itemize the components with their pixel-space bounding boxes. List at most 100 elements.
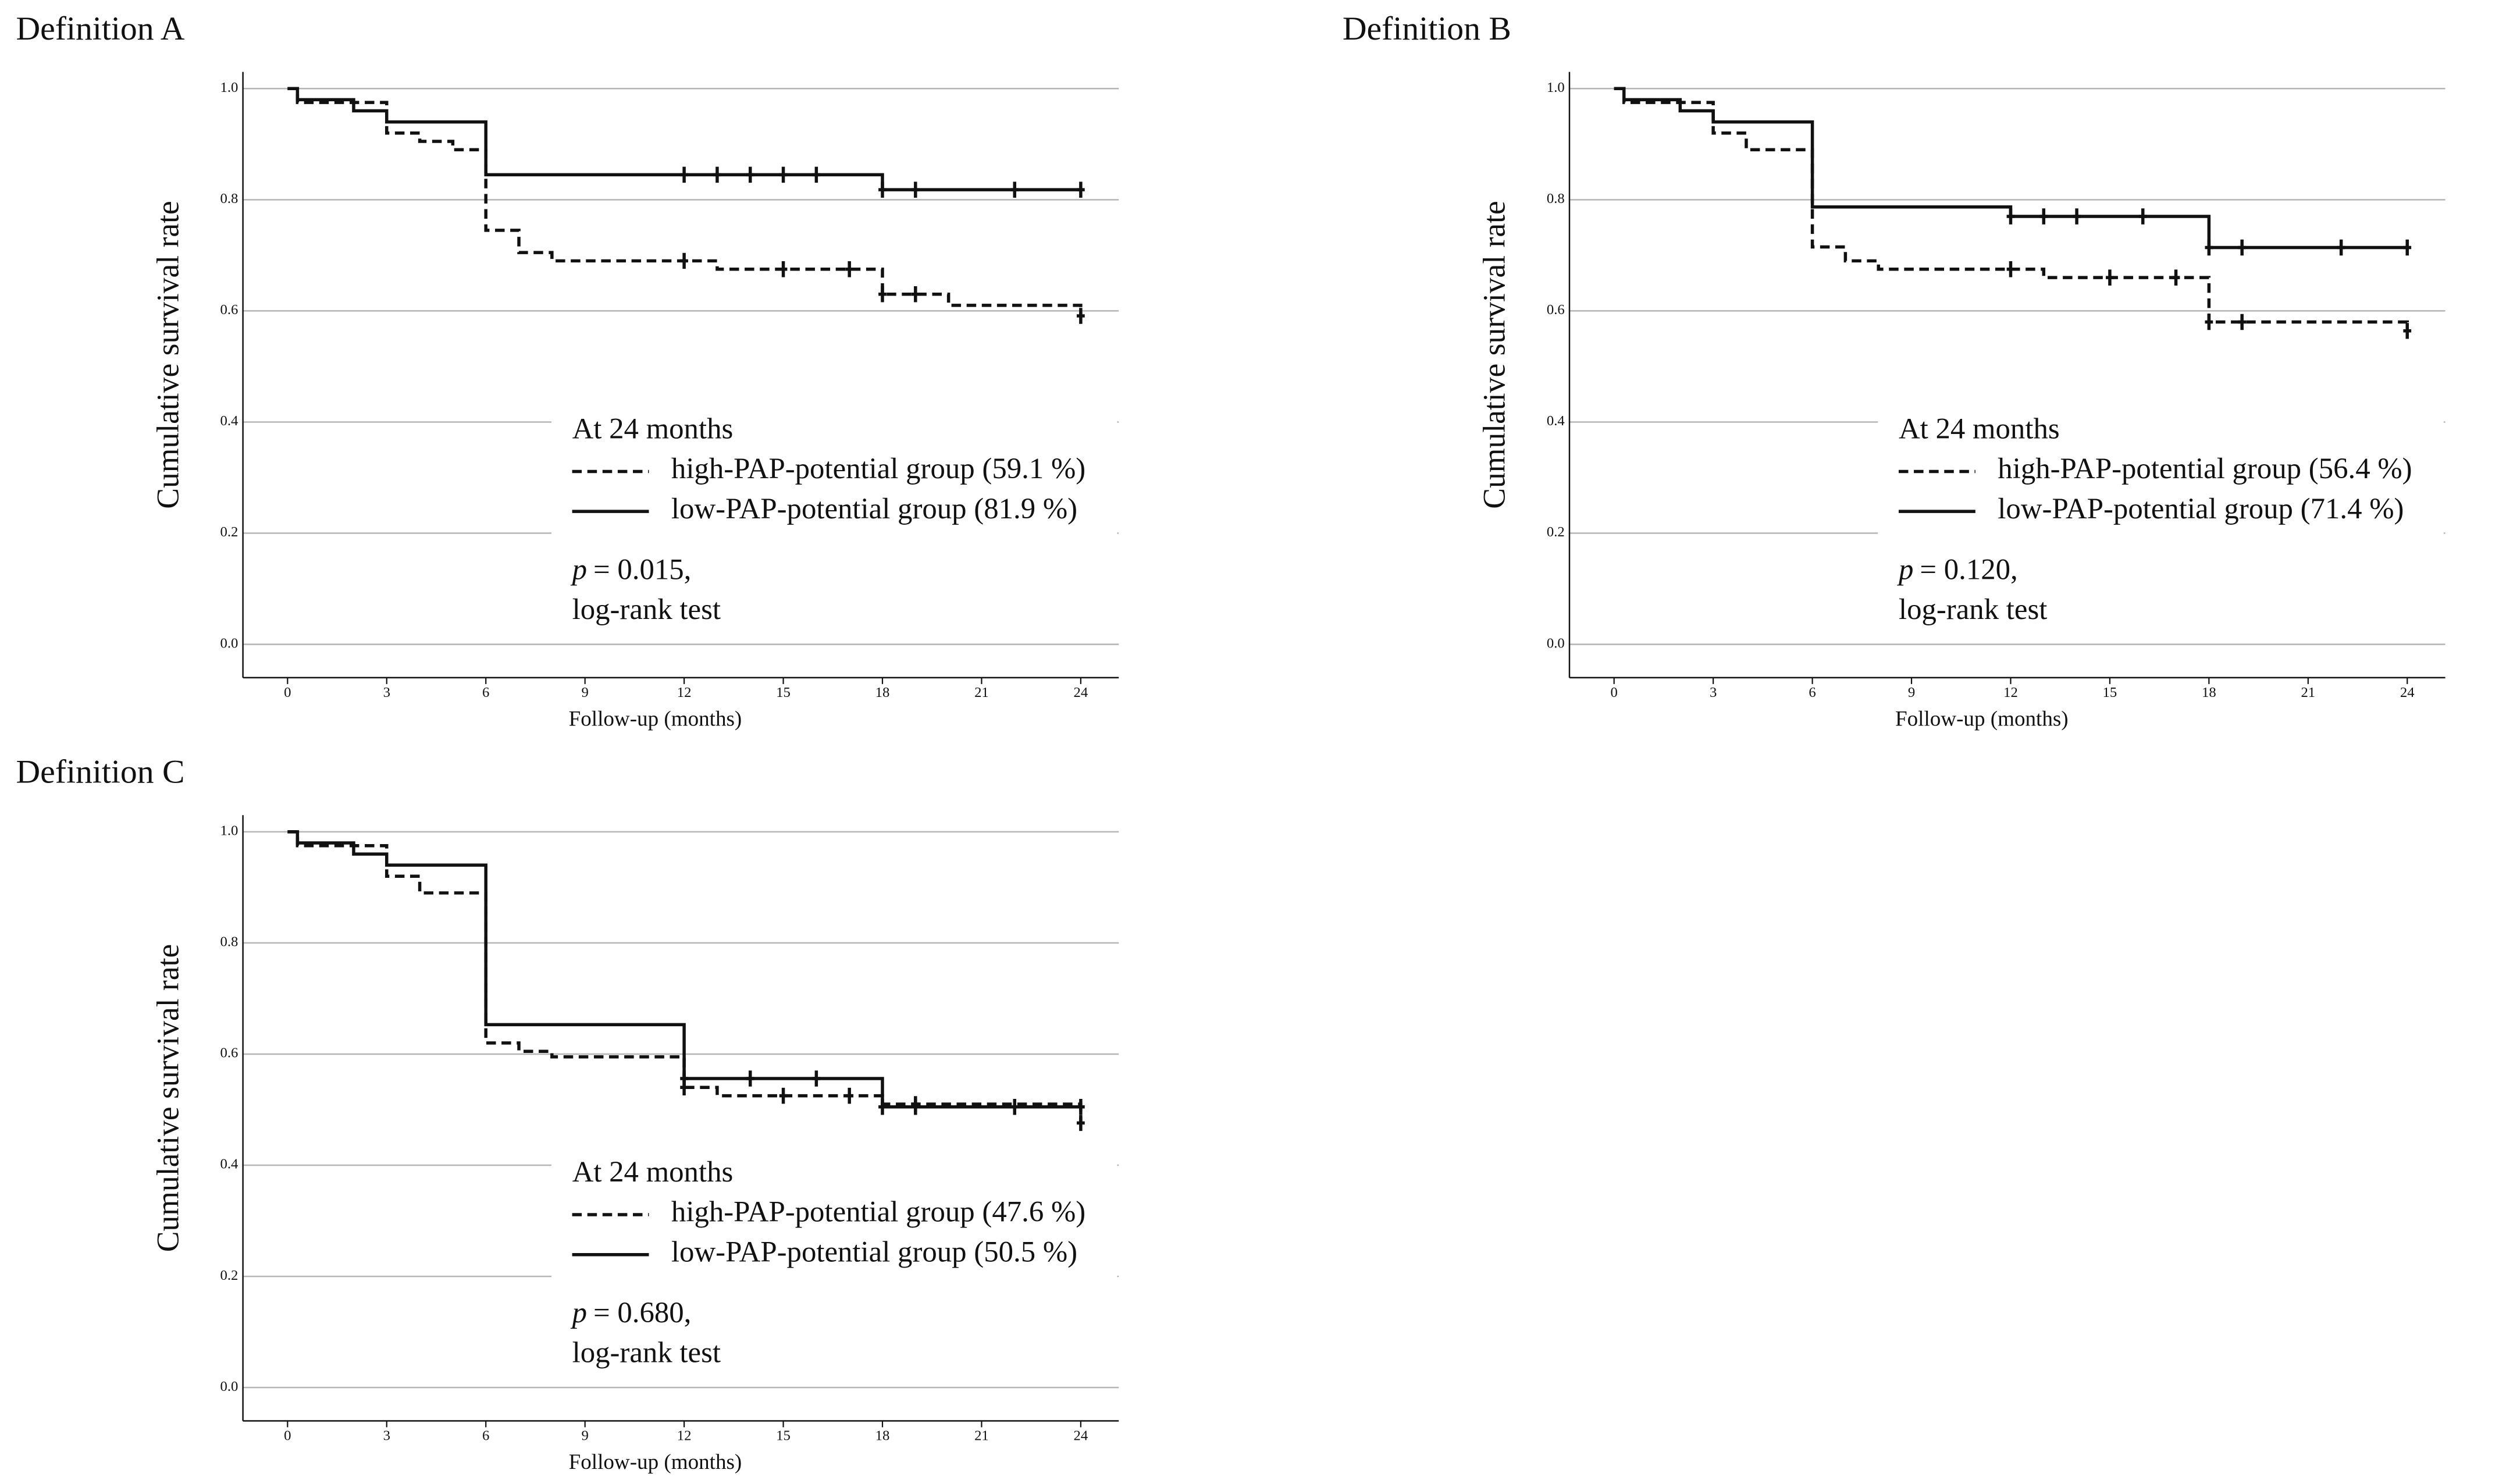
legend-label: low-PAP-potential group (81.9 %): [671, 492, 1077, 525]
y-tick-label: 0.6: [220, 1045, 238, 1061]
legend-title: At 24 months: [572, 1155, 734, 1188]
x-tick-label: 18: [2202, 685, 2216, 700]
x-tick-label: 0: [1611, 685, 1618, 700]
censor-mark: [779, 1087, 788, 1104]
y-tick-label: 0.8: [220, 934, 238, 950]
censor-mark: [2006, 208, 2015, 225]
censor-mark: [2403, 239, 2412, 256]
censor-mark: [2238, 314, 2247, 330]
censor-mark: [680, 1070, 688, 1087]
survival-curve: [1614, 87, 2408, 250]
censor-mark: [1010, 1098, 1019, 1115]
censor-mark: [845, 261, 854, 277]
censor-mark: [2073, 208, 2081, 225]
x-tick-label: 9: [581, 685, 588, 700]
censor-mark: [845, 1087, 854, 1104]
y-tick-label: 1.0: [1547, 80, 1565, 95]
x-tick-label: 9: [581, 1428, 588, 1444]
y-tick-label: 0.2: [1547, 524, 1565, 540]
censor-mark: [1077, 182, 1085, 198]
x-tick-label: 21: [974, 1428, 989, 1444]
censor-mark: [2039, 208, 2048, 225]
x-tick-label: 9: [1908, 685, 1915, 700]
censor-mark: [1077, 308, 1085, 324]
censor-mark: [2205, 239, 2213, 256]
censor-mark: [2238, 239, 2247, 256]
y-tick-label: 0.0: [220, 635, 238, 651]
censor-mark: [878, 1098, 887, 1115]
x-tick-label: 24: [1074, 1428, 1088, 1444]
censor-mark: [779, 261, 788, 277]
censor-mark: [911, 286, 920, 303]
y-tick-label: 1.0: [220, 823, 238, 839]
censor-mark: [2006, 261, 2015, 277]
y-tick-label: 1.0: [220, 80, 238, 95]
p-value: p = 0.120,: [1897, 553, 2018, 585]
y-tick-label: 0.4: [1547, 413, 1565, 429]
censor-mark: [2138, 208, 2147, 225]
x-tick-label: 3: [383, 685, 390, 700]
censor-mark: [779, 166, 788, 183]
x-tick-label: 12: [677, 1428, 692, 1444]
p-value: p = 0.015,: [571, 553, 692, 585]
chart-title: Definition A: [16, 10, 184, 47]
test-name: log-rank test: [572, 593, 721, 625]
legend-title: At 24 months: [572, 412, 734, 444]
y-tick-label: 0.0: [220, 1379, 238, 1394]
censor-mark: [746, 166, 754, 183]
chart-panel: Definition C 0.0 0.2 0.4 0.6 0.8 1.0 0 3 6 9 12 15 18…: [16, 754, 1119, 1474]
y-tick-label: 0.2: [220, 1268, 238, 1283]
x-tick-label: 0: [284, 685, 291, 700]
chart-panel: Definition B 0.0 0.2 0.4 0.6 0.8 1.0 0 3 6 9 12 15 18…: [1343, 10, 2446, 731]
censor-mark: [2106, 269, 2114, 286]
x-tick-label: 6: [482, 685, 489, 700]
legend-label: high-PAP-potential group (59.1 %): [671, 452, 1085, 485]
x-tick-label: 3: [383, 1428, 390, 1444]
x-tick-label: 12: [2003, 685, 2018, 700]
censor-mark: [2403, 323, 2412, 339]
censor-mark: [746, 1070, 754, 1087]
x-tick-label: 24: [1074, 685, 1088, 700]
survival-curve: [287, 87, 1083, 316]
legend-label: low-PAP-potential group (50.5 %): [671, 1235, 1077, 1268]
y-tick-label: 0.0: [1547, 635, 1565, 651]
p-value-text: = 0.680,: [593, 1296, 691, 1329]
survival-curve: [287, 87, 1081, 191]
censor-mark: [713, 166, 721, 183]
x-tick-label: 12: [677, 685, 692, 700]
censor-mark: [680, 166, 688, 183]
test-name: log-rank test: [1899, 593, 2047, 625]
p-value-text: = 0.015,: [593, 553, 691, 585]
x-tick-label: 0: [284, 1428, 291, 1444]
censor-mark: [2205, 314, 2213, 330]
y-axis-label: Cumulative survival rate: [150, 201, 185, 509]
x-tick-label: 18: [875, 685, 890, 700]
y-tick-label: 0.6: [220, 302, 238, 318]
censor-mark: [680, 252, 688, 269]
y-tick-label: 0.2: [220, 524, 238, 540]
survival-curve: [287, 830, 1081, 1109]
y-tick-label: 0.8: [220, 191, 238, 207]
censor-mark: [812, 1070, 821, 1087]
x-axis-label: Follow-up (months): [1895, 707, 2069, 731]
chart-title: Definition B: [1343, 10, 1511, 47]
test-name: log-rank test: [572, 1336, 721, 1368]
censor-mark: [878, 182, 887, 198]
p-value-text: = 0.120,: [1920, 553, 2017, 585]
p-value: p = 0.680,: [571, 1296, 692, 1329]
x-tick-label: 15: [2103, 685, 2117, 700]
x-tick-label: 21: [974, 685, 989, 700]
x-tick-label: 21: [2301, 685, 2315, 700]
y-tick-label: 0.4: [220, 1156, 238, 1172]
censor-mark: [1077, 1098, 1085, 1115]
legend-label: high-PAP-potential group (47.6 %): [671, 1195, 1085, 1228]
censor-mark: [878, 286, 887, 303]
x-tick-label: 6: [1809, 685, 1816, 700]
x-tick-label: 18: [875, 1428, 890, 1444]
x-tick-label: 15: [776, 685, 791, 700]
y-tick-label: 0.4: [220, 413, 238, 429]
y-tick-label: 0.6: [1547, 302, 1565, 318]
legend-title: At 24 months: [1899, 412, 2060, 444]
